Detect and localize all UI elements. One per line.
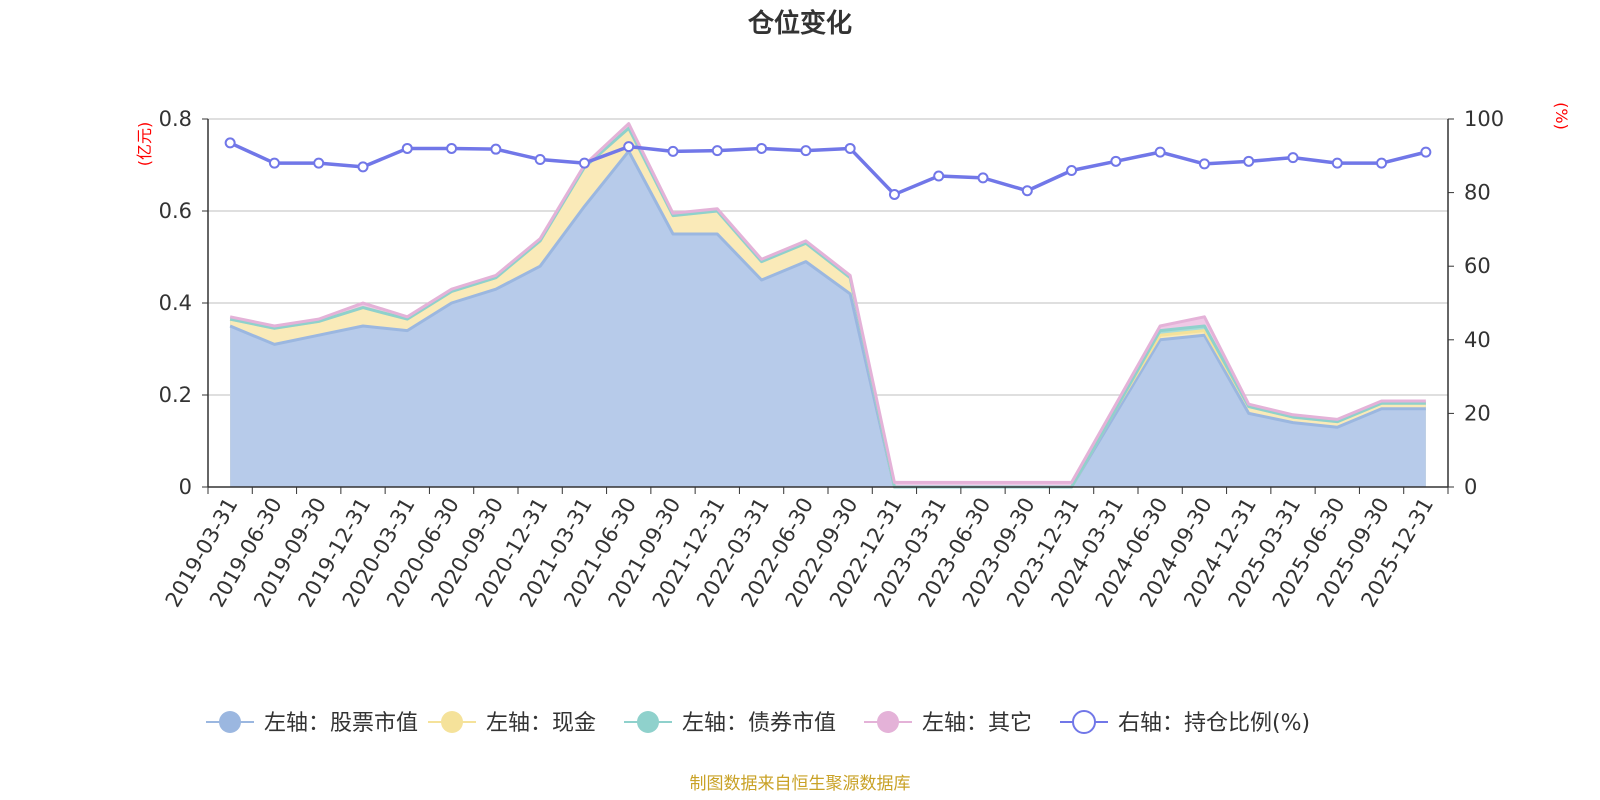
left-axis-tick-label: 0.8 [159,107,192,131]
holding-ratio-point [800,145,812,157]
holding-ratio-point [534,153,546,165]
holding-ratio-point [313,157,325,169]
right-axis-tick-label: 20 [1464,401,1491,425]
area-layer [229,122,1426,489]
stacked-area [230,151,1426,487]
holding-ratio-point [1331,157,1343,169]
holding-ratio-point [711,145,723,157]
legend-item: 左轴：股票市值 [206,711,418,736]
right-axis-tick-label: 0 [1464,475,1477,499]
right-axis-tick-label: 100 [1464,107,1504,131]
holding-ratio-point [1287,152,1299,164]
legend-item: 右轴：持仓比例(%) [1060,710,1310,736]
left-axis-tick-label: 0.6 [159,199,192,223]
data-source-note: 制图数据来自恒生聚源数据库 [690,774,911,794]
holding-ratio-point [1198,158,1210,170]
holding-ratio-point [1021,185,1033,197]
chart-title: 仓位变化 [747,8,852,39]
right-axis-unit: (%) [1552,102,1571,130]
legend: 左轴：股票市值 左轴：现金 左轴：债券市值 左轴：其它 右轴：持仓比例(%) [206,710,1310,736]
holding-ratio-point [1066,165,1078,177]
holding-ratio-line [229,141,1427,197]
holding-ratio-point [401,142,413,154]
holding-ratio-point [1110,155,1122,167]
holding-ratio-point [357,161,369,173]
holding-ratio-point [667,145,679,157]
legend-label: 左轴：现金 [486,711,596,736]
holding-ratio-point [756,142,768,154]
legend-circle-marker [877,711,899,733]
holding-ratio-point [933,170,945,182]
holding-ratio-point [578,157,590,169]
stacked-area-edge [229,149,1426,489]
legend-item: 左轴：债券市值 [624,711,836,736]
holding-ratio-point [1420,146,1432,158]
right-axis-tick-label: 40 [1464,328,1491,352]
holding-ratio-point [1376,157,1388,169]
legend-label: 左轴：股票市值 [264,711,418,736]
right-axis-tick-label: 60 [1464,254,1491,278]
left-axis-tick-label: 0.2 [159,383,192,407]
legend-item: 左轴：其它 [864,711,1032,736]
holding-ratio-point [888,188,900,200]
holding-ratio-point [1243,155,1255,167]
holding-ratio-point [1154,146,1166,158]
legend-label: 左轴：其它 [922,711,1032,736]
legend-circle-marker [441,711,463,733]
legend-circle-marker [219,711,241,733]
left-axis-unit: (亿元) [135,122,154,167]
holding-ratio-point [446,142,458,154]
legend-label: 左轴：债券市值 [682,711,836,736]
left-axis-tick-label: 0.4 [159,291,192,315]
legend-label: 右轴：持仓比例(%) [1118,711,1310,736]
right-axis-tick-label: 80 [1464,181,1491,205]
holding-ratio-point [224,137,236,149]
holding-ratio-point [844,142,856,154]
legend-circle-marker [1072,710,1096,734]
holding-ratio-point [977,172,989,184]
stacked-area-edge [229,122,1426,484]
holding-ratio-point [490,143,502,155]
left-axis-tick-label: 0 [179,475,192,499]
stacked-area-edge [229,126,1426,489]
holding-ratio-point [623,141,635,153]
holding-ratio-line-layer [224,137,1432,200]
legend-circle-marker [637,711,659,733]
holding-ratio-point [268,157,280,169]
legend-item: 左轴：现金 [428,711,596,736]
